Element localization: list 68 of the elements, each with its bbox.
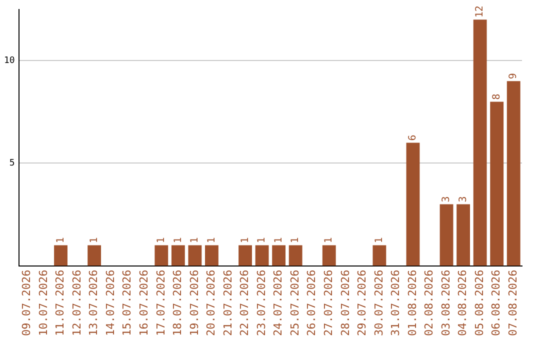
bar xyxy=(171,245,185,266)
data-label: 3 xyxy=(441,196,452,202)
bar xyxy=(188,245,202,266)
data-label: 1 xyxy=(256,237,268,244)
data-label: 1 xyxy=(190,237,201,244)
bar xyxy=(473,20,487,266)
x-tick-label: 30.07.2026 xyxy=(372,270,386,336)
x-tick-label: 05.08.2026 xyxy=(472,270,486,336)
bar xyxy=(88,245,102,266)
data-label: 12 xyxy=(474,6,486,18)
bar xyxy=(205,245,218,266)
y-tick-label: 5 xyxy=(9,158,15,169)
x-tick-label: 24.07.2026 xyxy=(272,270,285,336)
x-tick-label: 04.08.2026 xyxy=(456,270,470,336)
data-label: 1 xyxy=(240,237,251,244)
x-tick-label: 03.08.2026 xyxy=(439,270,452,336)
bar xyxy=(272,245,286,266)
bar xyxy=(372,245,386,266)
x-tick-label: 18.07.2026 xyxy=(171,270,184,336)
x-tick-label: 10.07.2026 xyxy=(36,270,50,336)
x-tick-label: 13.07.2026 xyxy=(87,270,100,336)
bar xyxy=(406,142,420,266)
x-tick-label: 27.07.2026 xyxy=(322,270,335,336)
x-tick-label: 21.07.2026 xyxy=(221,270,234,336)
bar xyxy=(456,204,470,266)
bar xyxy=(255,245,269,266)
bar xyxy=(490,102,504,266)
x-tick-label: 25.07.2026 xyxy=(288,270,302,336)
data-label: 8 xyxy=(491,94,502,100)
bar xyxy=(54,245,68,266)
data-label: 1 xyxy=(324,237,335,244)
x-tick-label: 09.07.2026 xyxy=(20,270,34,336)
x-tick-label: 23.07.2026 xyxy=(254,270,268,336)
data-label: 1 xyxy=(290,237,302,244)
data-label: 3 xyxy=(458,196,469,202)
data-label: 1 xyxy=(55,237,66,244)
bar xyxy=(238,245,252,266)
bar xyxy=(154,245,168,266)
x-tick-label: 16.07.2026 xyxy=(137,270,150,336)
x-tick-label: 01.08.2026 xyxy=(406,270,419,336)
data-label: 1 xyxy=(374,237,386,244)
data-label: 1 xyxy=(172,237,184,244)
x-tick-label: 06.08.2026 xyxy=(490,270,503,336)
bar xyxy=(288,245,302,266)
x-tick-label: 19.07.2026 xyxy=(188,270,201,336)
data-label: 9 xyxy=(508,73,520,80)
x-tick-label: 02.08.2026 xyxy=(422,270,436,336)
data-label: 1 xyxy=(156,237,167,244)
y-tick-label: 10 xyxy=(4,56,15,66)
x-tick-label: 17.07.2026 xyxy=(154,270,168,336)
x-tick-label: 14.07.2026 xyxy=(104,270,117,336)
x-tick-label: 11.07.2026 xyxy=(54,270,67,336)
x-tick-label: 29.07.2026 xyxy=(356,270,369,336)
data-label: 1 xyxy=(206,237,218,244)
data-label: 6 xyxy=(408,134,419,141)
data-label: 1 xyxy=(273,237,284,244)
bar xyxy=(440,204,454,266)
x-tick-label: 12.07.2026 xyxy=(70,270,84,336)
bar xyxy=(506,81,520,266)
x-tick-label: 20.07.2026 xyxy=(204,270,218,336)
x-tick-label: 15.07.2026 xyxy=(120,270,134,336)
x-tick-label: 26.07.2026 xyxy=(305,270,318,336)
x-tick-label: 07.08.2026 xyxy=(506,270,520,336)
x-tick-label: 22.07.2026 xyxy=(238,270,252,336)
bar xyxy=(322,245,336,266)
data-label: 1 xyxy=(88,237,100,244)
x-tick-label: 31.07.2026 xyxy=(389,270,402,336)
x-tick-label: 28.07.2026 xyxy=(338,270,352,336)
